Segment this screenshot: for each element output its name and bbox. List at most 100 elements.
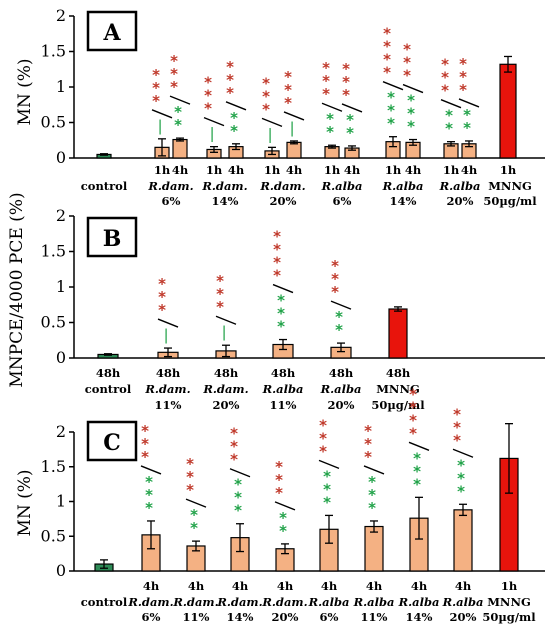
sig-divider bbox=[157, 318, 179, 328]
x-top-label: 4h bbox=[286, 163, 303, 177]
sig-divider bbox=[458, 98, 480, 108]
sig-red: * bbox=[364, 422, 372, 440]
panel-c-ylabel: MN (%) bbox=[15, 469, 35, 536]
sig-green: ❘ bbox=[218, 323, 231, 341]
sig-red: * bbox=[453, 431, 461, 449]
x-group-sublabel: 20% bbox=[450, 610, 477, 624]
x-top-label: 48h bbox=[214, 366, 239, 380]
sig-green: ❘ bbox=[264, 125, 277, 143]
x-top-label: 48h bbox=[329, 366, 354, 380]
sig-divider bbox=[169, 95, 191, 105]
sig-red: * bbox=[230, 425, 238, 443]
sig-red: * bbox=[383, 25, 391, 43]
x-group-sublabel: 11% bbox=[361, 610, 388, 624]
sig-red: * bbox=[409, 398, 417, 416]
sig-red: * bbox=[262, 87, 270, 105]
x-top-label: 4h bbox=[455, 579, 472, 593]
sig-red: * bbox=[204, 100, 212, 118]
bar bbox=[499, 63, 517, 159]
x-top-label: 1h bbox=[443, 163, 460, 177]
sig-divider bbox=[330, 300, 352, 310]
panel-b-label: B bbox=[103, 226, 122, 252]
sig-red: * bbox=[273, 267, 281, 285]
sig-red: * bbox=[441, 69, 449, 87]
sig-red: * bbox=[152, 79, 160, 97]
sig-red: * bbox=[364, 448, 372, 466]
sig-green: * bbox=[323, 480, 331, 498]
x-top-label: 4h bbox=[344, 163, 361, 177]
sig-green: * bbox=[407, 92, 415, 110]
sig-green: * bbox=[368, 473, 376, 491]
sig-red: * bbox=[403, 67, 411, 85]
sig-divider bbox=[225, 101, 247, 111]
x-top-label: 1h bbox=[324, 163, 341, 177]
sig-green: * bbox=[463, 119, 471, 137]
sig-divider bbox=[185, 498, 207, 508]
x-top-label: 4h bbox=[232, 579, 249, 593]
x-group-sublabel: 50µg/ml bbox=[482, 610, 536, 624]
sig-red: * bbox=[158, 301, 166, 319]
sig-green: * bbox=[346, 124, 354, 142]
sig-divider bbox=[140, 465, 162, 475]
sig-red: * bbox=[170, 52, 178, 70]
sig-green: ❘ bbox=[154, 117, 167, 135]
x-top-label: 4h bbox=[321, 579, 338, 593]
x-group-label: control bbox=[85, 382, 132, 396]
y-tick-label: 0 bbox=[56, 148, 66, 167]
sig-red: * bbox=[319, 416, 327, 434]
sig-green: * bbox=[145, 473, 153, 491]
sig-red: * bbox=[262, 74, 270, 92]
sig-red: * bbox=[284, 81, 292, 99]
sig-red: * bbox=[216, 285, 224, 303]
x-group-sublabel: 11% bbox=[183, 610, 210, 624]
sig-red: * bbox=[158, 275, 166, 293]
sig-red: * bbox=[273, 228, 281, 246]
x-top-label: 4h bbox=[461, 163, 478, 177]
panel-a-ylabel: MN (%) bbox=[15, 58, 35, 125]
sig-green: * bbox=[326, 123, 334, 141]
bar bbox=[388, 308, 408, 359]
sig-green: * bbox=[234, 476, 242, 494]
x-group-label: MNNG bbox=[488, 179, 532, 193]
sig-divider bbox=[203, 116, 225, 127]
x-top-label: 1h bbox=[501, 579, 518, 593]
x-top-label: 1h bbox=[154, 163, 171, 177]
sig-red: * bbox=[141, 435, 149, 453]
panel-b-ylabel-text: MNPCE/4000 PCE (%) bbox=[7, 192, 27, 387]
sig-red: * bbox=[331, 270, 339, 288]
sig-green: * bbox=[413, 449, 421, 467]
sig-red: * bbox=[342, 60, 350, 78]
sig-red: * bbox=[409, 411, 417, 429]
x-group-label: R.alba bbox=[398, 595, 440, 609]
sig-divider bbox=[321, 102, 343, 112]
y-tick-label: 1 bbox=[56, 492, 66, 511]
sig-green: * bbox=[413, 475, 421, 493]
sig-red: * bbox=[216, 272, 224, 290]
sig-red: * bbox=[186, 455, 194, 473]
sig-green: ❘ bbox=[160, 326, 173, 344]
x-top-label: 48h bbox=[271, 366, 296, 380]
sig-red: * bbox=[364, 435, 372, 453]
sig-divider bbox=[402, 83, 424, 94]
x-group-label: R.alba bbox=[321, 179, 363, 193]
sig-red: * bbox=[204, 74, 212, 92]
x-group-sublabel: 20% bbox=[272, 610, 299, 624]
x-group-sublabel: 20% bbox=[447, 194, 474, 208]
x-top-label: 48h bbox=[156, 366, 181, 380]
x-top-label: 4h bbox=[228, 163, 245, 177]
sig-green: * bbox=[277, 318, 285, 336]
x-group-label: R.dam. bbox=[147, 179, 193, 193]
x-group-label: R.alba bbox=[439, 179, 481, 193]
sig-green: * bbox=[277, 292, 285, 310]
sig-green: * bbox=[174, 116, 182, 134]
y-tick-label: 0 bbox=[56, 561, 66, 580]
sig-divider bbox=[274, 501, 296, 511]
sig-red: * bbox=[275, 471, 283, 489]
sig-red: * bbox=[331, 257, 339, 275]
x-group-label: MNNG bbox=[487, 595, 531, 609]
sig-divider bbox=[272, 283, 294, 294]
sig-green: * bbox=[190, 519, 198, 537]
x-group-sublabel: 6% bbox=[320, 610, 339, 624]
